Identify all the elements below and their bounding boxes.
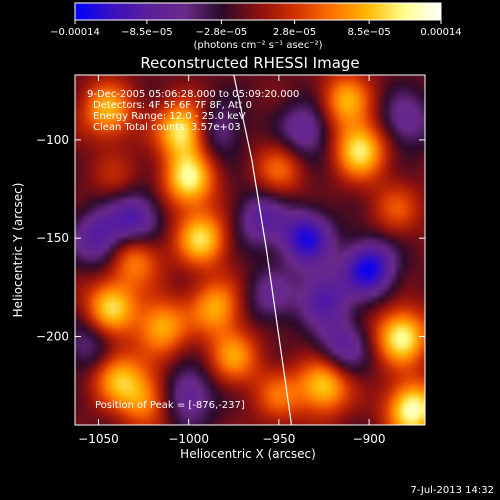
peak-position-label: Position of Peak = [-876,-237] [95,400,245,411]
y-tick-label: −100 [36,133,69,147]
colorbar-tick-label: 8.5e−05 [348,27,391,38]
annotation-line: Clean Total counts: 3.57e+03 [93,122,241,133]
date-stamp: 7-Jul-2013 14:32 [410,485,494,496]
annotation-line: Detectors: 4F 5F 6F 7F 8F, Att 0 [93,100,252,111]
colorbar-tick-label: 0.00014 [420,27,461,38]
annotation-line: 9-Dec-2005 05:06:28.000 to 05:09:20.000 [87,89,299,100]
y-axis-label: Heliocentric Y (arcsec) [11,183,25,318]
colorbar: −0.00014 −8.5e−05 −2.8e−05 2.8e−05 8.5e−05 0.… [50,2,462,51]
x-tick-label: −950 [262,432,295,446]
colorbar-gradient [74,2,442,21]
annotation-block: 9-Dec-2005 05:06:28.000 to 05:09:20.000D… [87,89,299,133]
x-tick-label: −1000 [168,432,209,446]
colorbar-tick-label: 2.8e−05 [273,27,316,38]
y-tick-label: −150 [36,231,69,245]
annotation-line: Energy Range: 12.0 - 25.0 keV [93,111,246,122]
x-tick-label: −1050 [78,432,119,446]
axis-ticks: −1050 −1000 −950 −900 −100 −150 −200 [36,75,425,446]
x-tick-label: −900 [353,432,386,446]
chart-title: Reconstructed RHESSI Image [140,54,359,72]
plot-frame [74,74,426,426]
colorbar-unit-label: (photons cm⁻² s⁻¹ asec⁻²) [193,40,322,51]
colorbar-tick-label: −0.00014 [50,27,100,38]
solar-limb-line [233,74,293,426]
colorbar-ticks: −0.00014 −8.5e−05 −2.8e−05 2.8e−05 8.5e−05 0.… [50,20,462,38]
colorbar-tick-label: −2.8e−05 [196,27,248,38]
y-tick-label: −200 [36,330,69,344]
heatmap-image [75,75,425,425]
colorbar-tick-label: −8.5e−05 [121,27,173,38]
image-plot: −1050 −1000 −950 −900 −100 −150 −200 9-Dec-200… [36,74,426,446]
x-axis-label: Heliocentric X (arcsec) [180,447,316,461]
